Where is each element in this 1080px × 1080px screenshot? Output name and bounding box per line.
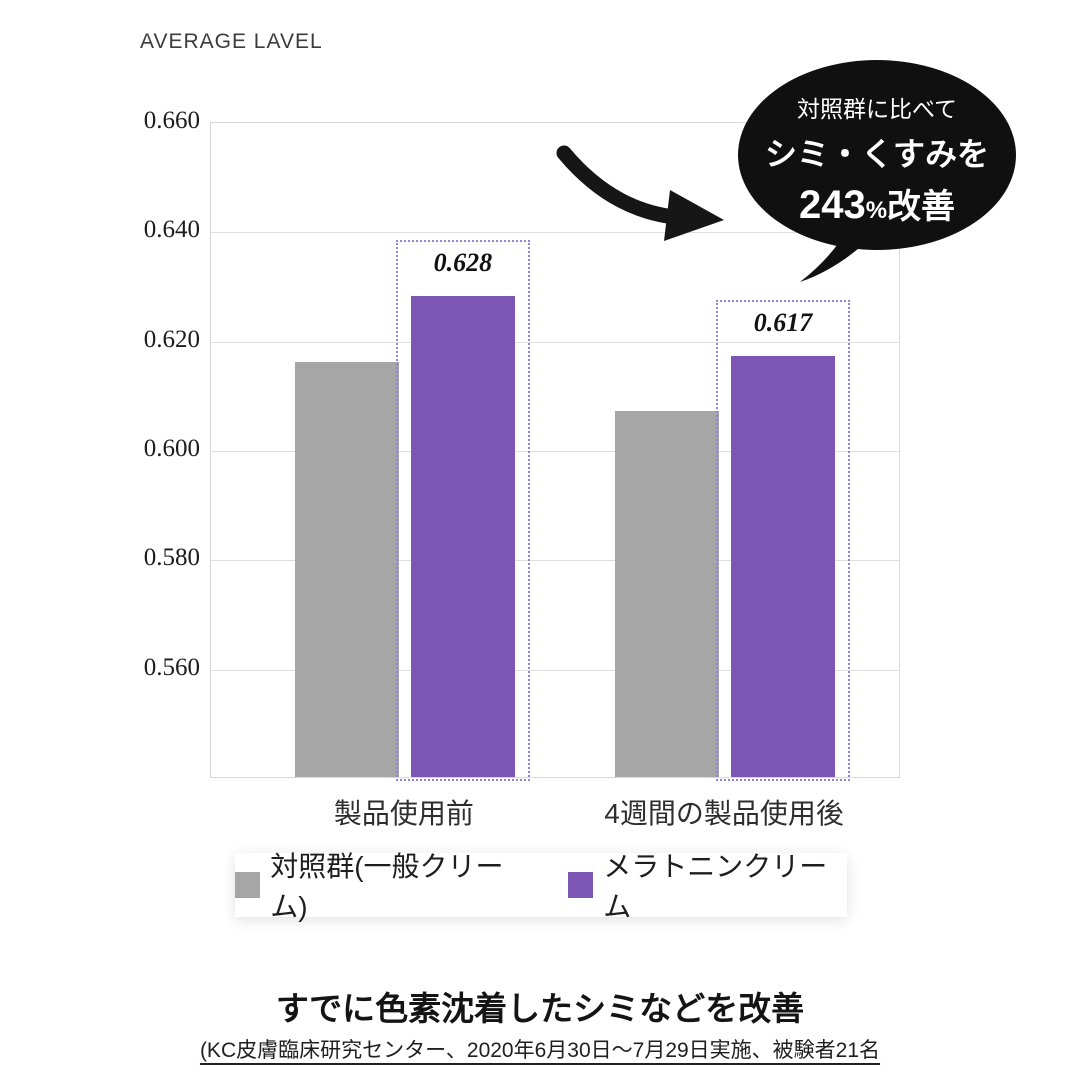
y-tick-label: 0.580 [143, 544, 200, 572]
bar-control-1 [294, 361, 399, 777]
y-tick-label: 0.560 [143, 653, 200, 681]
gridline [211, 451, 899, 452]
footer-caption: (KC皮膚臨床研究センター、2020年6月30日〜7月29日実施、被験者21名 [199, 1039, 881, 1062]
gridline [211, 560, 899, 562]
legend-item-control: 対照群(一般クリーム) [235, 845, 532, 925]
y-tick-label: 0.660 [143, 107, 200, 134]
y-tick-label: 0.600 [143, 435, 200, 462]
bar-control-2 [615, 410, 720, 777]
gridline [211, 232, 899, 234]
x-category-label: 4週間の製品使用後 [604, 798, 844, 829]
speech-bubble: 対照群に比べて シミ・くすみを 243%改善 [738, 60, 1016, 282]
plot-area: 0.628 0.617 [210, 122, 900, 781]
bubble-value: 243 [798, 183, 866, 227]
bar-value-label: 0.617 [753, 308, 813, 338]
bubble-word: 改善 [887, 188, 956, 226]
legend-swatch-melatonin-cream [568, 872, 594, 898]
y-tick-label: 0.640 [143, 216, 200, 244]
bar-product-2 [731, 356, 836, 777]
bubble-line-3: 243%改善 [738, 179, 1016, 228]
legend-swatch-control [235, 872, 261, 898]
bar-value-label: 0.628 [433, 247, 493, 277]
highlight-box [716, 300, 851, 781]
legend: 対照群(一般クリーム) メラトニンクリーム [235, 851, 847, 922]
bar-product-1 [410, 295, 515, 777]
highlight-box [395, 239, 530, 781]
legend-label-melatonin-cream: メラトニンクリーム [603, 851, 828, 922]
legend-item-melatonin-cream: メラトニンクリーム [568, 845, 847, 925]
gridline [211, 669, 899, 671]
x-category-label: 製品使用前 [333, 798, 474, 829]
footer-title: すでに色素沈着したシミなどを改善 [275, 990, 805, 1027]
bubble-tail-icon [800, 228, 866, 282]
legend-label-control: 対照群(一般クリーム) [270, 851, 504, 922]
y-tick-label: 0.620 [143, 325, 200, 353]
bubble-line-2: シミ・くすみを [764, 136, 989, 172]
bubble-percent-sign: % [865, 197, 888, 224]
gridline [211, 341, 899, 343]
y-axis-title: AVERAGE LAVEL [140, 30, 323, 53]
arrow-icon [556, 145, 724, 241]
bubble-line-1: 対照群に比べて [796, 96, 958, 122]
